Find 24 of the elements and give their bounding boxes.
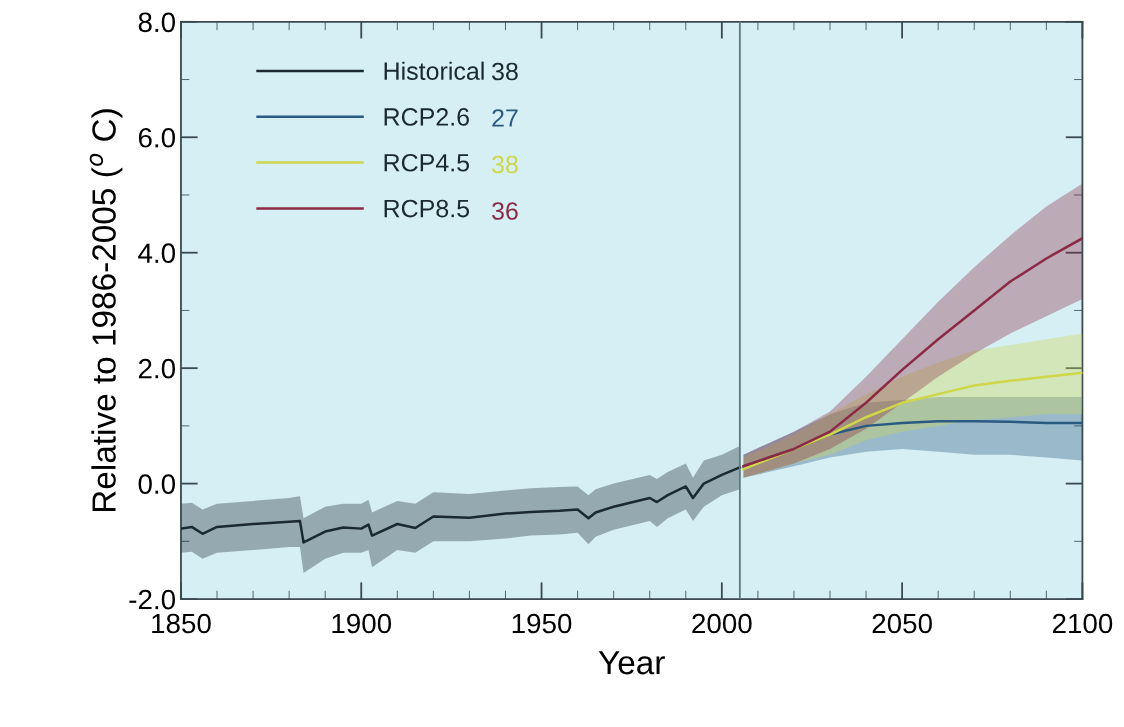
x-tick-label: 1900 [332, 613, 392, 634]
y-tick-label: 6.0 [138, 127, 176, 148]
y-tick-label: -2.0 [129, 589, 176, 610]
legend-label: Historical [384, 61, 484, 80]
x-tick-label: 2050 [872, 613, 932, 634]
annotation: 38 [492, 62, 518, 81]
legend-label: RCP2.6 [384, 108, 469, 126]
annotation: 27 [492, 109, 518, 127]
annotation: 38 [492, 155, 518, 174]
y-axis-title: Relative to 1986-2005 ($^{o}$ C) [89, 109, 123, 512]
line-series [742, 237, 1083, 468]
x-tick-label: 2100 [1052, 613, 1113, 634]
line-series [180, 466, 742, 544]
x-tick-label: 2000 [692, 613, 752, 634]
y-tick-label: 0.0 [138, 474, 176, 494]
legend-label: RCP8.5 [384, 199, 470, 218]
y-tick-label: 8.0 [138, 12, 176, 33]
y-tick-label: 4.0 [138, 243, 176, 264]
x-tick-label: 1850 [152, 613, 211, 634]
legend-label: RCP4.5 [384, 153, 470, 172]
annotation: 36 [492, 202, 518, 220]
y-tick-label: 2.0 [138, 358, 176, 379]
x-tick-label: 1950 [512, 613, 572, 634]
x-axis-title: Year [598, 651, 665, 675]
